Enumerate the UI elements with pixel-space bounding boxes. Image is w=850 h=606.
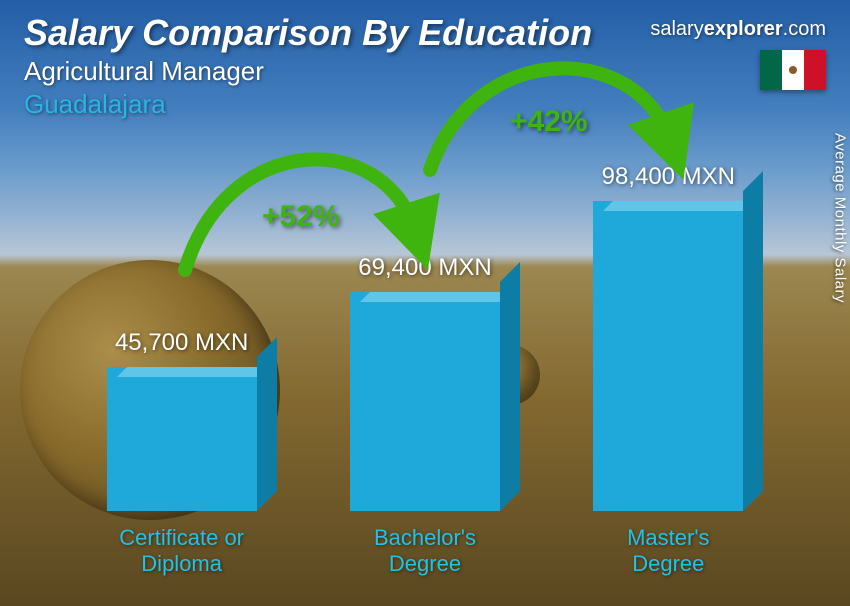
- bar: [350, 292, 500, 511]
- bar-category: Bachelor'sDegree: [374, 525, 476, 576]
- increase-arrow-icon: [420, 60, 690, 220]
- brand-watermark: salaryexplorer.com: [650, 18, 826, 41]
- bar-category: Master'sDegree: [627, 525, 709, 576]
- bar: [107, 367, 257, 511]
- country-flag-icon: [760, 50, 826, 90]
- brand-bold: explorer: [704, 18, 783, 40]
- y-axis-label: Average Monthly Salary: [832, 133, 849, 303]
- brand-suffix: .com: [783, 18, 826, 40]
- brand-prefix: salary: [650, 18, 703, 40]
- increase-label: +42%: [510, 105, 588, 139]
- chart-column: 98,400 MXNMaster'sDegree: [568, 163, 768, 576]
- bar-value: 45,700 MXN: [115, 329, 248, 357]
- infographic-canvas: Salary Comparison By Education Agricultu…: [0, 0, 850, 606]
- increase-label: +52%: [262, 200, 340, 234]
- bar: [593, 201, 743, 511]
- chart-column: 45,700 MXN Certificate orDiploma: [82, 329, 282, 576]
- bar-category: Certificate orDiploma: [119, 525, 244, 576]
